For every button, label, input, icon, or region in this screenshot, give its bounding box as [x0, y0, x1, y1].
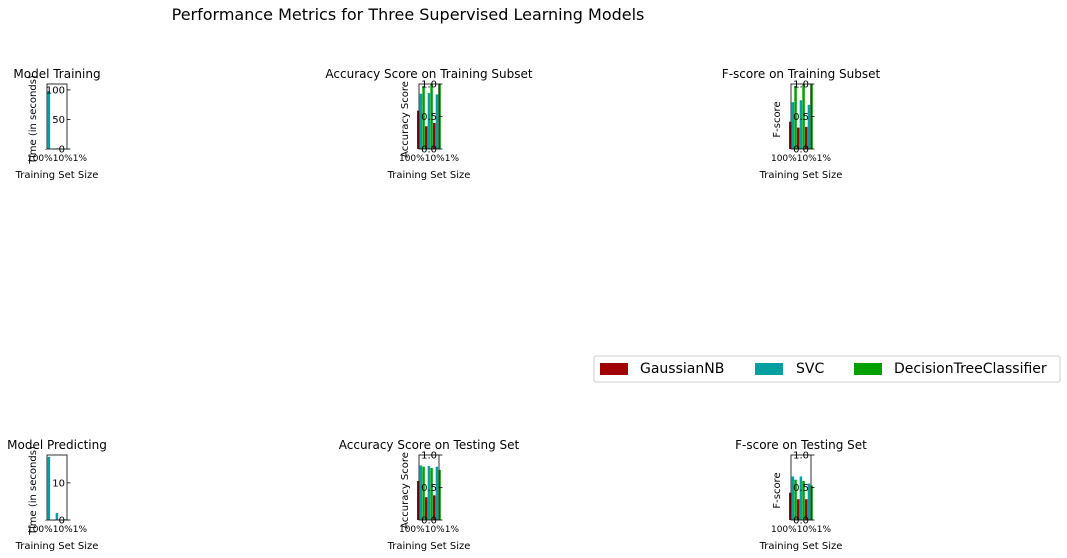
- x-tick-label: 100%10%1%: [399, 525, 459, 535]
- chart-panel: 0.0 0.5 1.0 100%10%1% F-score on Training Su…: [722, 67, 881, 181]
- y-tick-label: 1.0: [421, 80, 437, 91]
- y-tick-label: 0.0: [421, 145, 437, 156]
- bar: [422, 466, 425, 520]
- chart-panel: 0.0 0.5 1.0 100%10%1% Accuracy Score on Test…: [339, 438, 520, 552]
- figure-title: Performance Metrics for Three Supervised…: [172, 5, 645, 24]
- bar: [427, 466, 431, 520]
- y-axis-label: Accuracy Score: [400, 81, 411, 158]
- axes-frame: [46, 454, 68, 521]
- y-tick-label: 1.0: [793, 80, 809, 91]
- legend: GaussianNB SVC DecisionTreeClassifier: [593, 355, 1061, 383]
- x-axis-label: Training Set Size: [387, 541, 471, 552]
- x-axis-label: Training Set Size: [759, 541, 843, 552]
- legend-label-decisiontreeclassifier: DecisionTreeClassifier: [894, 361, 1047, 377]
- chart-title: F-score on Training Subset: [722, 67, 881, 81]
- bar: [805, 126, 808, 149]
- chart-title: Accuracy Score on Training Subset: [325, 67, 532, 81]
- chart-panel: 0.0 0.5 1.0 100%10%1% Accuracy Score on Trai…: [325, 67, 532, 181]
- bar: [417, 110, 420, 149]
- bar: [55, 512, 59, 520]
- y-tick-label: 100: [46, 85, 65, 96]
- y-tick-label: 10: [52, 478, 65, 489]
- bar: [430, 468, 433, 520]
- y-axis-label: F-score: [772, 472, 783, 508]
- legend-swatch-decisiontreeclassifier: [854, 363, 882, 375]
- chart-title: Model Predicting: [7, 438, 107, 452]
- bar: [799, 476, 803, 520]
- bar: [799, 100, 803, 149]
- x-tick-label: 100%10%1%: [27, 525, 87, 535]
- y-tick-label: 1.0: [421, 451, 437, 462]
- bar: [789, 121, 792, 149]
- bar: [419, 93, 423, 149]
- y-tick-label: 0.5: [421, 112, 437, 123]
- axes-frame: [46, 83, 68, 150]
- bar: [810, 485, 813, 520]
- y-tick-label: 0: [59, 516, 65, 527]
- x-tick-label: 100%10%1%: [27, 154, 87, 164]
- bar: [425, 497, 428, 520]
- bar: [422, 85, 425, 149]
- x-axis-label: Training Set Size: [15, 170, 99, 181]
- legend-frame: [593, 355, 1061, 383]
- x-axis-label: Training Set Size: [387, 170, 471, 181]
- bar: [438, 469, 441, 520]
- bar: [802, 481, 805, 520]
- bar: [807, 104, 811, 149]
- bar: [791, 476, 795, 520]
- x-axis-label: Training Set Size: [759, 170, 843, 181]
- bar: [794, 85, 797, 149]
- y-tick-label: 50: [52, 115, 65, 126]
- bar: [433, 495, 436, 520]
- bar: [427, 93, 431, 149]
- bar: [435, 94, 439, 149]
- bar: [45, 519, 48, 521]
- y-tick-label: 0.0: [421, 516, 437, 527]
- y-tick-label: 0: [59, 145, 65, 156]
- bar: [419, 465, 423, 520]
- x-tick-label: 100%10%1%: [771, 525, 831, 535]
- bar: [417, 481, 420, 520]
- y-tick-label: 0.5: [421, 483, 437, 494]
- chart-panel: 0 50 100 100%10%1% Model Training Training Se…: [13, 67, 100, 181]
- bar: [430, 84, 433, 149]
- bar: [805, 499, 808, 520]
- chart-title: F-score on Testing Set: [735, 438, 867, 452]
- legend-label-gaussiannb: GaussianNB: [640, 361, 724, 377]
- y-axis-label: F-score: [772, 101, 783, 137]
- y-tick-label: 0.5: [793, 483, 809, 494]
- bar: [794, 479, 797, 520]
- legend-swatch-svc: [755, 363, 783, 375]
- y-tick-label: 0.0: [793, 516, 809, 527]
- x-tick-label: 100%10%1%: [399, 154, 459, 164]
- legend-label-svc: SVC: [796, 361, 824, 377]
- bar: [433, 123, 436, 149]
- bar: [807, 483, 811, 520]
- bar: [425, 126, 428, 149]
- y-axis-label: Time (in seconds): [28, 75, 39, 165]
- bar: [791, 102, 795, 149]
- y-axis-label: Accuracy Score: [400, 452, 411, 529]
- y-axis-label: Time (in seconds): [28, 446, 39, 536]
- chart-panel: 0 10 100%10%1% Model Predicting Training Set…: [7, 438, 107, 552]
- bar: [47, 91, 51, 149]
- y-tick-label: 1.0: [793, 451, 809, 462]
- bar: [797, 127, 800, 149]
- bar: [789, 492, 792, 520]
- y-tick-label: 0.5: [793, 112, 809, 123]
- chart-panel: 0.0 0.5 1.0 100%10%1% F-score on Testing Set…: [735, 438, 867, 552]
- y-tick-label: 0.0: [793, 145, 809, 156]
- bar: [802, 84, 805, 149]
- legend-swatch-gaussiannb: [600, 363, 628, 375]
- x-axis-label: Training Set Size: [15, 541, 99, 552]
- bar: [435, 466, 439, 520]
- bar: [47, 456, 51, 520]
- chart-title: Model Training: [13, 67, 100, 81]
- bar: [45, 148, 48, 150]
- x-tick-label: 100%10%1%: [771, 154, 831, 164]
- bar: [797, 499, 800, 520]
- chart-title: Accuracy Score on Testing Set: [339, 438, 520, 452]
